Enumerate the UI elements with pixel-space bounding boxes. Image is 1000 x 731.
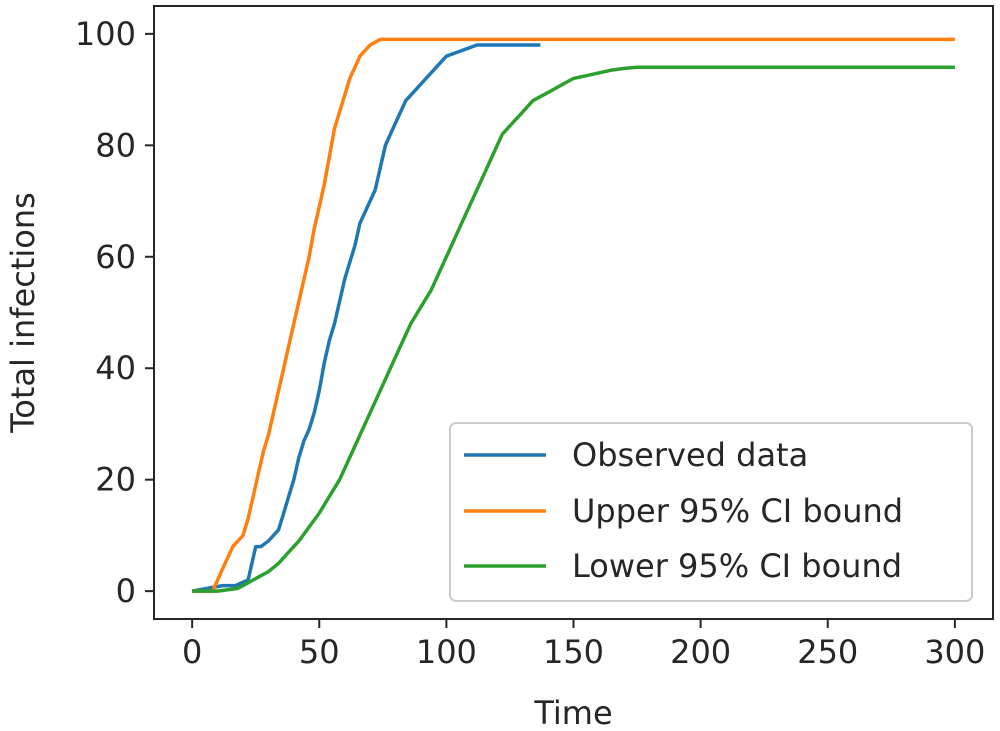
legend-label-observed: Observed data	[572, 436, 808, 474]
x-tick-label: 250	[797, 633, 858, 671]
y-tick-label: 40	[95, 349, 136, 387]
legend-label-lower: Lower 95% CI bound	[572, 547, 902, 585]
x-tick-label: 200	[670, 633, 731, 671]
legend: Observed data Upper 95% CI bound Lower 9…	[449, 422, 973, 602]
x-tick-label: 50	[299, 633, 340, 671]
y-tick-label: 20	[95, 461, 136, 499]
legend-label-upper: Upper 95% CI bound	[572, 492, 903, 530]
y-tick-label: 60	[95, 238, 136, 276]
y-tick-label: 80	[95, 126, 136, 164]
y-axis-label: Total infections	[4, 192, 42, 434]
x-axis: 0 50 100 150 200 250 300	[182, 619, 985, 671]
series-line-2	[192, 65, 955, 593]
x-tick-label: 0	[182, 633, 202, 671]
y-tick-label: 100	[75, 15, 136, 53]
y-axis: 0 20 40 60 80 100	[75, 15, 154, 610]
series-line-0	[191, 43, 541, 593]
x-tick-label: 300	[924, 633, 985, 671]
series-layer	[191, 37, 955, 593]
x-axis-label: Time	[533, 694, 612, 731]
series-line-1	[192, 37, 955, 593]
x-tick-label: 100	[416, 633, 477, 671]
x-tick-label: 150	[543, 633, 604, 671]
y-tick-label: 0	[116, 572, 136, 610]
legend-box	[449, 422, 973, 602]
